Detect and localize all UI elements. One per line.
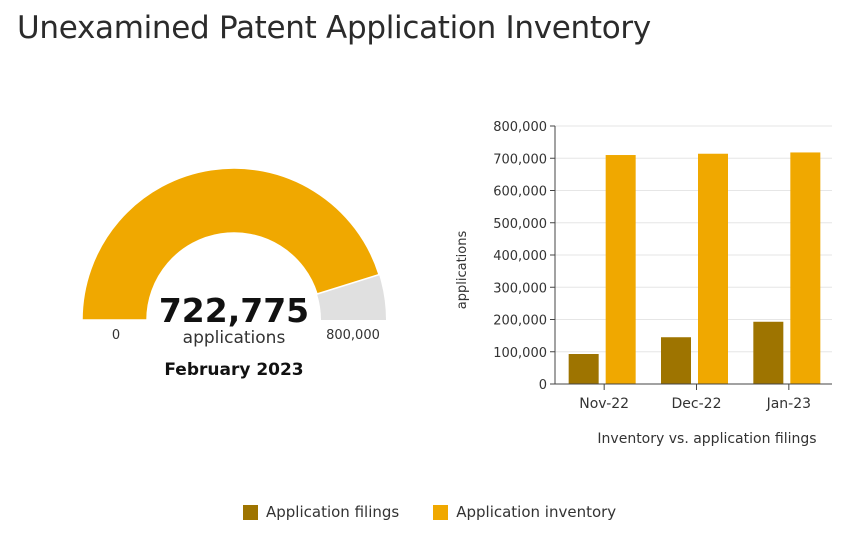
- bar-filings-jan-23[interactable]: [753, 321, 784, 384]
- bar-inventory-jan-23[interactable]: [790, 152, 821, 384]
- legend-swatch-filings: [243, 504, 258, 520]
- y-tick-label: 400,000: [493, 249, 547, 264]
- bars: [568, 152, 821, 384]
- y-tick-label: 300,000: [493, 281, 547, 296]
- bar-filings-dec-22[interactable]: [661, 337, 691, 384]
- gauge-period: February 2023: [164, 360, 303, 380]
- chart-legend: Application filings Application inventor…: [243, 503, 616, 521]
- x-axis-label: Inventory vs. application filings: [597, 431, 816, 447]
- gauge-max-label: 800,000: [326, 328, 380, 343]
- gauge-value-arc: [81, 167, 381, 321]
- legend-label-filings: Application filings: [266, 503, 400, 521]
- grid-lines: [555, 125, 832, 353]
- y-tick-label: 700,000: [493, 152, 547, 167]
- y-tick-label: 800,000: [493, 120, 547, 135]
- y-tick-label: 500,000: [493, 217, 547, 232]
- gauge-value: 722,775: [159, 291, 309, 330]
- legend-swatch-inventory: [433, 504, 449, 520]
- page-title: Unexamined Patent Application Inventory: [17, 10, 651, 46]
- gauge-unit: applications: [183, 328, 286, 348]
- y-tick-label: 100,000: [493, 346, 547, 361]
- bar-inventory-dec-22[interactable]: [698, 153, 728, 384]
- x-tick-label: Nov-22: [579, 396, 629, 412]
- x-tick-label: Dec-22: [672, 396, 722, 412]
- legend-label-inventory: Application inventory: [456, 503, 617, 521]
- x-tick-label: Jan-23: [766, 396, 811, 412]
- gauge-min-label: 0: [112, 328, 120, 343]
- axes: 0 100,000 200,000 300,000 400,000 500,000 600,…: [493, 120, 832, 412]
- bar-inventory-nov-22[interactable]: [605, 155, 636, 384]
- gauge-remaining-arc: [317, 274, 386, 320]
- legend-item-filings[interactable]: Application filings: [243, 503, 399, 521]
- bar-filings-nov-22[interactable]: [568, 354, 599, 384]
- y-tick-label: 600,000: [493, 185, 547, 200]
- y-tick-label: 200,000: [493, 314, 547, 329]
- y-tick-label: 0: [539, 378, 547, 393]
- legend-item-inventory[interactable]: Application inventory: [433, 503, 616, 521]
- y-axis-label: applications: [455, 231, 470, 310]
